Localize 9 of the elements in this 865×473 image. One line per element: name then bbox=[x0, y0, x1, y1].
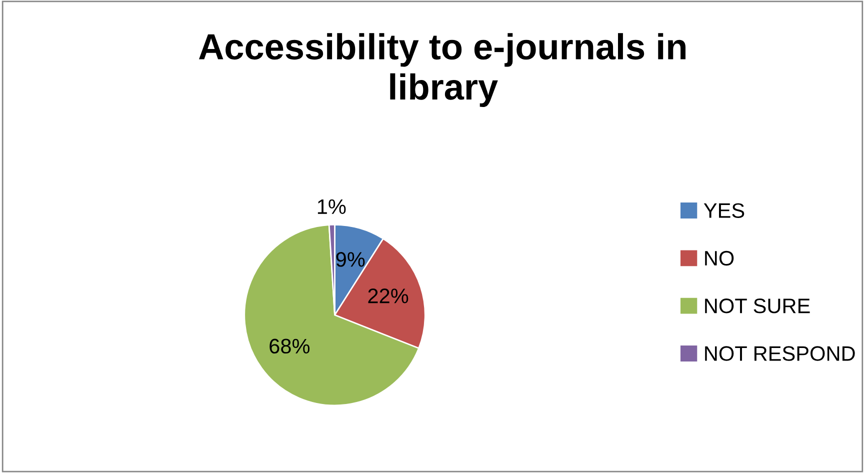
legend-label: NOT RESPOND bbox=[705, 346, 855, 361]
data-label: 1% bbox=[318, 199, 346, 214]
data-label: 22% bbox=[368, 288, 408, 304]
data-label: 9% bbox=[336, 252, 365, 267]
legend-label: NOT SURE bbox=[705, 298, 810, 314]
data-label: 68% bbox=[270, 338, 310, 354]
legend-label: NO bbox=[705, 250, 734, 266]
chart-title: Accessibility to e-journals in library bbox=[198, 33, 686, 107]
legend-label: YES bbox=[704, 203, 744, 218]
